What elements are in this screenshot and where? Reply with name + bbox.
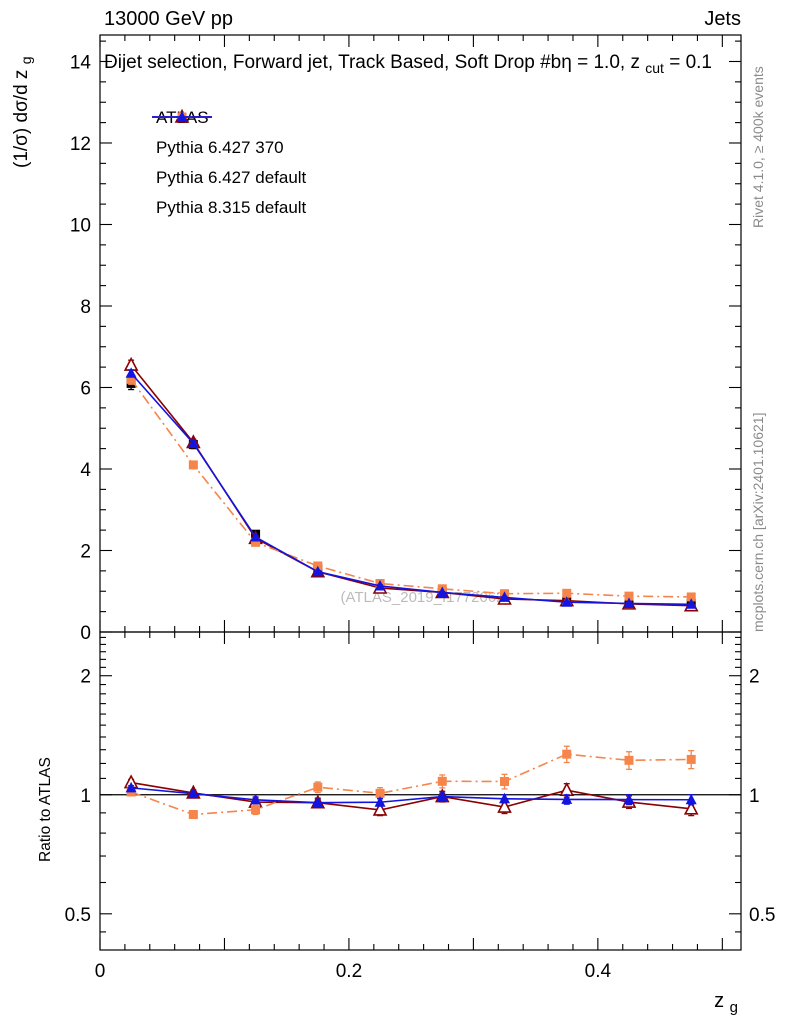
legend-item-pythia8-default: Pythia 8.315 default [146, 111, 307, 219]
y-axis-title-main-sub: g [18, 56, 34, 64]
panel-title-sub: cut [645, 60, 664, 76]
y-tick-label-ratio-right: 2 [749, 667, 760, 688]
x-tick-label: 0.2 [336, 961, 362, 982]
y-tick-label-ratio-left: 0.5 [65, 905, 91, 926]
y-tick-label-ratio-right: 0.5 [749, 905, 775, 926]
series-main-0 [126, 376, 696, 608]
ratio-panel-frame [99, 631, 742, 951]
y-tick-label-ratio-left: 2 [80, 667, 91, 688]
y-tick-label-main: 12 [70, 134, 91, 155]
y-tick-label-main: 6 [80, 378, 91, 399]
y-axis-title-main-text: (1/σ) dσ/d z [11, 70, 32, 168]
x-tick-label: 0.4 [585, 961, 612, 982]
y-tick-label-main: 8 [80, 297, 91, 318]
legend-item-pythia6-default: Pythia 6.427 default [146, 112, 307, 189]
series-ratio-2 [126, 745, 696, 820]
y-axis-title-main: (1/σ) dσ/d z g [11, 56, 34, 168]
series-main-1 [123, 356, 699, 612]
legend-label-pythia6-default: Pythia 6.427 default [156, 167, 307, 187]
y-tick-label-main: 10 [70, 215, 91, 236]
legend: ATLAS Pythia 6.427 370 Pythia 6.427 defa… [146, 106, 306, 219]
series-main-line-3 [130, 372, 692, 606]
y-tick-label-main: 0 [80, 623, 91, 644]
series-ratio-line-2 [130, 753, 692, 816]
panel-title-main: Dijet selection, Forward jet, Track Base… [104, 52, 640, 73]
series-main-2 [126, 373, 696, 602]
series-main-3 [125, 367, 697, 609]
panel-title-suffix: = 0.1 [669, 52, 712, 73]
header-process: Jets [704, 8, 741, 30]
y-tick-label-main: 2 [80, 541, 91, 562]
header-beam: 13000 GeV pp [104, 8, 233, 30]
legend-label-pythia8-default: Pythia 8.315 default [156, 197, 307, 217]
y-tick-label-main: 4 [80, 460, 91, 481]
y-axis-title-ratio: Ratio to ATLAS [37, 757, 54, 862]
x-axis-title: z g [714, 990, 738, 1016]
note-mcplots: mcplots.cern.ch [arXiv:2401.10621] [750, 413, 766, 632]
series-main-line-1 [130, 364, 692, 607]
legend-marker-pythia8-default-icon [152, 111, 212, 122]
y-tick-label-ratio-right: 1 [749, 786, 760, 807]
y-tick-label-ratio-left: 1 [80, 786, 91, 807]
panel-title: Dijet selection, Forward jet, Track Base… [104, 52, 712, 78]
x-axis-title-sub: g [730, 999, 738, 1016]
series-ratio-line-3 [131, 787, 692, 804]
series-main-line-2 [130, 378, 692, 598]
legend-label-pythia6-370: Pythia 6.427 370 [156, 137, 284, 157]
series-ratio-3 [125, 781, 697, 808]
legend-item-pythia6-370: Pythia 6.427 370 [146, 108, 306, 159]
x-axis-title-text: z [714, 990, 724, 1012]
x-tick-label: 0 [95, 961, 106, 982]
y-tick-label-main: 14 [70, 52, 92, 73]
note-rivet: Rivet 4.1.0, ≥ 400k events [750, 66, 766, 228]
